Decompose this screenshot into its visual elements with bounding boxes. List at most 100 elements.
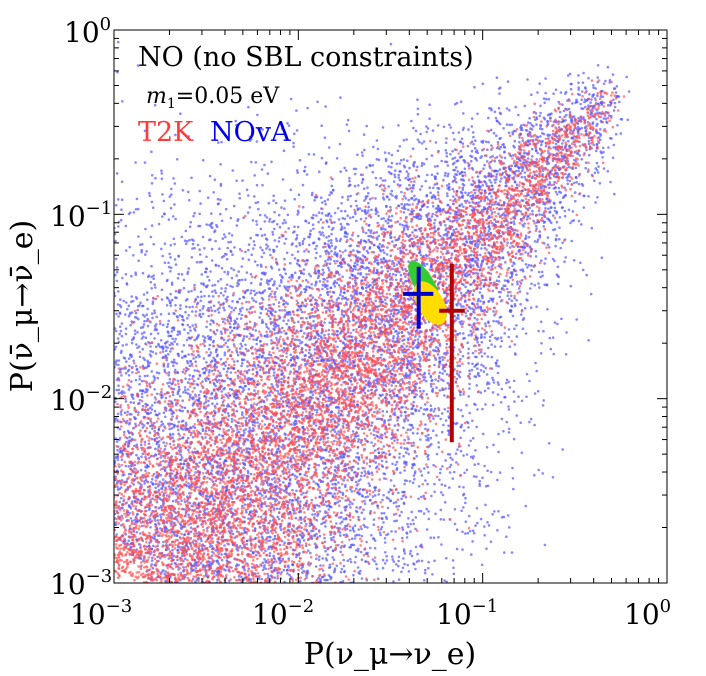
nova-point — [164, 354, 168, 357]
nova-point — [341, 579, 345, 583]
nova-point — [303, 250, 306, 253]
nova-point — [319, 491, 322, 495]
nova-point — [383, 179, 387, 182]
nova-point — [432, 222, 436, 225]
nova-point — [555, 220, 559, 224]
nova-point — [515, 324, 518, 327]
nova-point — [391, 555, 394, 558]
nova-point — [269, 253, 272, 257]
nova-point — [357, 438, 361, 441]
nova-point — [468, 377, 472, 380]
nova-point — [442, 518, 446, 521]
nova-point — [464, 501, 467, 505]
nova-point — [199, 432, 202, 435]
nova-point — [381, 248, 385, 252]
nova-point — [468, 387, 471, 390]
nova-point — [423, 403, 427, 406]
nova-point — [353, 184, 357, 188]
nova-point — [134, 422, 137, 426]
nova-point — [219, 184, 223, 187]
nova-point — [471, 540, 474, 543]
nova-point — [187, 448, 190, 452]
nova-point — [438, 471, 442, 475]
nova-point — [430, 378, 434, 382]
nova-point — [354, 199, 358, 203]
nova-point — [248, 426, 251, 430]
nova-point — [115, 279, 119, 283]
nova-point — [171, 436, 174, 440]
nova-point — [407, 208, 410, 212]
nova-point — [487, 320, 490, 324]
nova-point — [132, 397, 135, 400]
nova-point — [177, 420, 180, 424]
nova-point — [313, 199, 316, 202]
nova-point — [193, 283, 196, 287]
nova-point — [197, 393, 201, 397]
nova-point — [253, 243, 256, 247]
nova-point — [260, 168, 264, 171]
nova-point — [315, 251, 318, 255]
nova-point — [128, 211, 132, 214]
nova-point — [333, 492, 336, 496]
nova-point — [270, 267, 274, 270]
nova-point — [409, 522, 413, 526]
nova-point — [539, 104, 542, 108]
nova-point — [341, 491, 345, 495]
nova-point — [289, 261, 292, 265]
nova-point — [515, 414, 518, 417]
nova-point — [228, 232, 231, 235]
nova-point — [436, 172, 439, 175]
nova-point — [459, 322, 463, 326]
nova-point — [526, 292, 529, 295]
nova-point — [548, 181, 552, 184]
nova-point — [500, 156, 504, 159]
nova-point — [167, 385, 171, 388]
nova-point — [427, 510, 430, 513]
nova-point — [387, 419, 390, 422]
nova-point — [288, 573, 291, 577]
nova-point — [364, 217, 368, 220]
nova-point — [445, 137, 448, 140]
nova-point — [138, 375, 142, 378]
nova-point — [438, 478, 441, 482]
nova-point — [343, 226, 346, 230]
nova-point — [406, 522, 409, 526]
nova-point — [231, 300, 234, 303]
nova-point — [580, 98, 583, 101]
nova-point — [448, 123, 451, 126]
nova-point — [261, 561, 265, 564]
nova-point — [313, 348, 317, 351]
nova-point — [507, 291, 510, 294]
nova-point — [391, 272, 395, 276]
nova-point — [126, 445, 130, 448]
nova-point — [526, 157, 530, 160]
nova-point — [160, 298, 164, 301]
nova-point — [326, 553, 329, 556]
nova-point — [577, 116, 580, 120]
nova-point — [239, 385, 242, 389]
nova-point — [247, 194, 250, 197]
nova-point — [389, 42, 393, 46]
nova-point — [417, 497, 420, 501]
nova-point — [475, 159, 479, 162]
nova-point — [247, 368, 251, 372]
nova-point — [357, 479, 361, 483]
nova-point — [503, 332, 507, 335]
nova-point — [153, 409, 157, 413]
nova-point — [410, 554, 414, 558]
nova-point — [139, 532, 142, 535]
nova-point — [173, 258, 177, 261]
nova-point — [323, 136, 327, 139]
nova-point — [305, 483, 309, 487]
nova-point — [365, 273, 368, 276]
nova-point — [564, 256, 567, 259]
nova-point — [415, 393, 418, 396]
nova-point — [335, 301, 338, 304]
nova-point — [411, 346, 415, 350]
nova-point — [483, 352, 487, 355]
nova-point — [150, 275, 153, 279]
nova-point — [462, 205, 465, 208]
nova-point — [535, 224, 538, 228]
nova-point — [467, 333, 471, 337]
nova-point — [342, 558, 346, 562]
